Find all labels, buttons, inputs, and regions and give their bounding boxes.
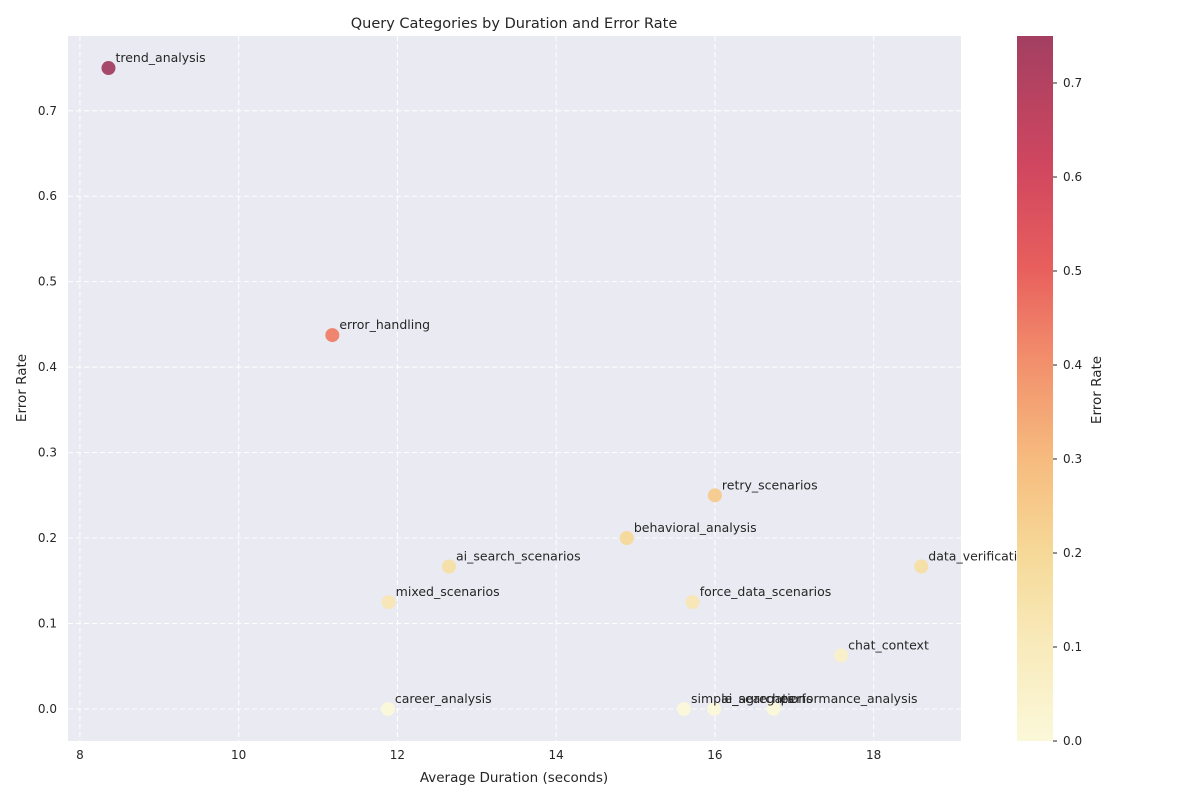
y-tick-label: 0.5 xyxy=(38,275,57,289)
y-tick-label: 0.2 xyxy=(38,531,57,545)
data-point xyxy=(619,531,634,546)
colorbar-tick-label: 0.1 xyxy=(1063,640,1082,654)
y-tick-label: 0.1 xyxy=(38,617,57,631)
point-label: data_verification xyxy=(928,549,1032,564)
y-tick-labels: 0.0 0.1 0.2 0.3 0.4 0.5 0.6 0.7 xyxy=(38,104,57,716)
x-tick-label: 8 xyxy=(76,748,84,762)
colorbar-tick-label: 0.2 xyxy=(1063,546,1082,560)
colorbar-label: Error Rate xyxy=(1089,356,1105,424)
point-label: ai_agregations xyxy=(721,691,813,706)
x-tick-labels: 8 10 12 14 16 18 xyxy=(76,748,881,762)
point-label: error_handling xyxy=(339,317,430,332)
data-point xyxy=(685,595,700,610)
x-tick-label: 12 xyxy=(390,748,405,762)
y-tick-label: 0.6 xyxy=(38,189,57,203)
data-point xyxy=(381,595,396,610)
point-label: ai_search_scenarios xyxy=(456,549,581,564)
plot-background xyxy=(68,36,961,741)
point-label: performance_analysis xyxy=(781,691,918,706)
data-point xyxy=(707,488,722,503)
point-label: mixed_scenarios xyxy=(396,584,500,599)
y-tick-label: 0.0 xyxy=(38,702,57,716)
point-label: chat_context xyxy=(848,638,929,653)
data-points xyxy=(101,61,929,716)
x-axis-label: Average Duration (seconds) xyxy=(420,770,608,786)
colorbar xyxy=(1017,36,1053,741)
data-point xyxy=(101,61,116,76)
y-axis-label: Error Rate xyxy=(14,354,30,422)
x-tick-label: 18 xyxy=(866,748,881,762)
point-label: career_analysis xyxy=(395,691,492,706)
colorbar-tick-label: 0.0 xyxy=(1063,734,1082,748)
data-point xyxy=(707,701,722,716)
y-tick-label: 0.7 xyxy=(38,104,57,118)
y-tick-label: 0.3 xyxy=(38,446,57,460)
data-point xyxy=(676,701,691,716)
y-tick-label: 0.4 xyxy=(38,360,57,374)
colorbar-tick-label: 0.3 xyxy=(1063,452,1082,466)
data-point xyxy=(914,559,929,574)
point-label: force_data_scenarios xyxy=(700,584,832,599)
point-label: trend_analysis xyxy=(115,50,205,65)
point-label: behavioral_analysis xyxy=(634,520,757,535)
data-point xyxy=(766,701,781,716)
x-tick-label: 14 xyxy=(549,748,564,762)
point-label: simple_searches xyxy=(691,691,794,706)
colorbar-tick-label: 0.6 xyxy=(1063,170,1082,184)
colorbar-tick-label: 0.7 xyxy=(1063,76,1082,90)
data-point xyxy=(380,701,395,716)
x-tick-label: 10 xyxy=(231,748,246,762)
colorbar-tick-label: 0.4 xyxy=(1063,358,1082,372)
point-labels: trend_analysis error_handling retry_scenar… xyxy=(115,50,1032,706)
colorbar-ticks: 0.0 0.1 0.2 0.3 0.4 0.5 0.6 0.7 xyxy=(1053,76,1082,748)
grid xyxy=(68,36,961,741)
data-point xyxy=(442,559,457,574)
x-tick-label: 16 xyxy=(707,748,722,762)
chart-title: Query Categories by Duration and Error R… xyxy=(351,16,678,32)
data-point xyxy=(325,328,340,343)
colorbar-tick-label: 0.5 xyxy=(1063,264,1082,278)
point-label: retry_scenarios xyxy=(722,477,818,492)
data-point xyxy=(834,648,849,663)
